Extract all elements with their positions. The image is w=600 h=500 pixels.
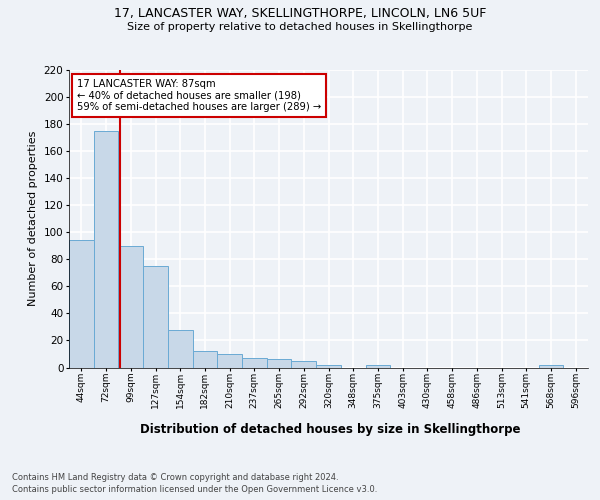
- Bar: [539, 365, 563, 368]
- Bar: [292, 360, 316, 368]
- Bar: [193, 352, 217, 368]
- Text: Distribution of detached houses by size in Skellingthorpe: Distribution of detached houses by size …: [140, 422, 520, 436]
- Text: 17 LANCASTER WAY: 87sqm
← 40% of detached houses are smaller (198)
59% of semi-d: 17 LANCASTER WAY: 87sqm ← 40% of detache…: [77, 79, 321, 112]
- Bar: [365, 365, 390, 368]
- Bar: [267, 360, 292, 368]
- Bar: [118, 246, 143, 368]
- Text: Contains HM Land Registry data © Crown copyright and database right 2024.: Contains HM Land Registry data © Crown c…: [12, 472, 338, 482]
- Bar: [69, 240, 94, 368]
- Bar: [242, 358, 267, 368]
- Text: Contains public sector information licensed under the Open Government Licence v3: Contains public sector information licen…: [12, 485, 377, 494]
- Text: 17, LANCASTER WAY, SKELLINGTHORPE, LINCOLN, LN6 5UF: 17, LANCASTER WAY, SKELLINGTHORPE, LINCO…: [114, 8, 486, 20]
- Bar: [143, 266, 168, 368]
- Bar: [168, 330, 193, 368]
- Bar: [316, 365, 341, 368]
- Y-axis label: Number of detached properties: Number of detached properties: [28, 131, 38, 306]
- Bar: [217, 354, 242, 368]
- Text: Size of property relative to detached houses in Skellingthorpe: Size of property relative to detached ho…: [127, 22, 473, 32]
- Bar: [94, 131, 118, 368]
